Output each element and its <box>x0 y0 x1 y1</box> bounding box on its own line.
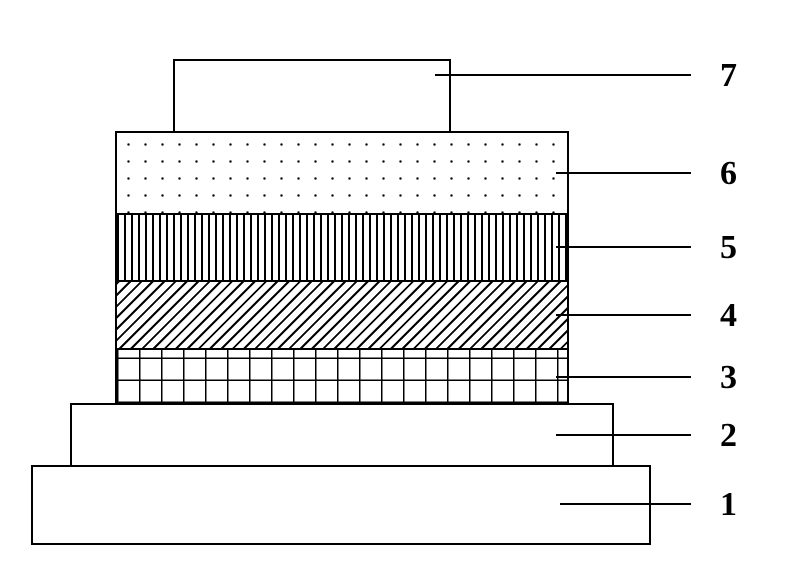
layer-6 <box>115 131 569 215</box>
leader-1 <box>560 503 691 505</box>
layer-5 <box>115 213 569 282</box>
label-6: 6 <box>720 155 737 193</box>
leader-6 <box>556 172 691 174</box>
layer-3 <box>115 348 569 405</box>
layer-1 <box>31 465 651 545</box>
diagram-canvas: 1 2 3 4 5 6 7 <box>0 0 802 578</box>
label-3: 3 <box>720 359 737 397</box>
label-5: 5 <box>720 229 737 267</box>
label-2: 2 <box>720 417 737 455</box>
label-1: 1 <box>720 486 737 524</box>
leader-3 <box>556 376 691 378</box>
label-4: 4 <box>720 297 737 335</box>
leader-7 <box>435 74 691 76</box>
leader-5 <box>556 246 691 248</box>
layer-2 <box>70 403 614 467</box>
leader-4 <box>556 314 691 316</box>
layer-4 <box>115 280 569 350</box>
label-7: 7 <box>720 57 737 95</box>
leader-2 <box>556 434 691 436</box>
layer-7 <box>173 59 451 133</box>
